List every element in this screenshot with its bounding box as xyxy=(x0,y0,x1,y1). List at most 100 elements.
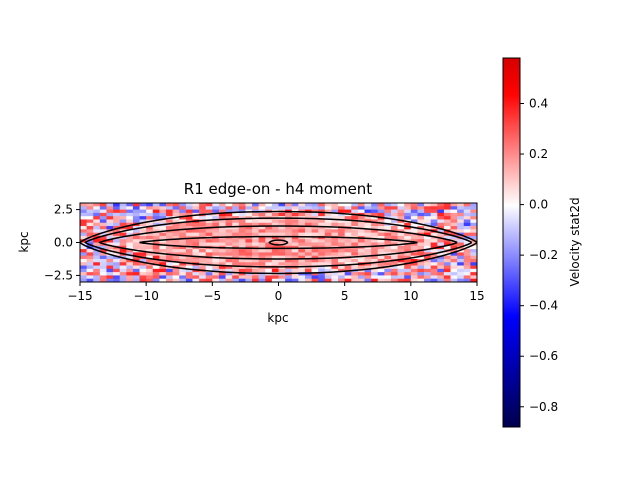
heatmap-cell xyxy=(318,265,326,270)
heatmap-cell xyxy=(298,239,306,243)
heatmap-cell xyxy=(437,249,445,253)
heatmap-cell xyxy=(192,275,200,280)
heatmap-cell xyxy=(377,239,385,243)
heatmap-cell xyxy=(311,275,319,280)
heatmap-cell xyxy=(172,232,180,237)
heatmap-cell xyxy=(344,258,352,263)
heatmap-cell xyxy=(331,249,339,253)
heatmap-cell xyxy=(126,258,134,263)
heatmap-cell xyxy=(258,219,266,224)
y-tick-label: 2.5 xyxy=(54,203,73,217)
heatmap-cell xyxy=(132,219,140,224)
heatmap-cell xyxy=(119,262,127,266)
heatmap-cell xyxy=(218,203,226,207)
heatmap-cell xyxy=(351,275,359,280)
heatmap-cell xyxy=(126,232,134,237)
heatmap-cell xyxy=(179,242,187,247)
heatmap-cell xyxy=(463,219,471,224)
heatmap-cell xyxy=(331,216,339,220)
heatmap-cell xyxy=(86,212,94,217)
heatmap-cell xyxy=(384,235,392,240)
heatmap-cell xyxy=(344,262,352,266)
heatmap-cell xyxy=(172,212,180,217)
heatmap-cell xyxy=(252,222,259,227)
heatmap-cell xyxy=(86,229,94,233)
heatmap-cell xyxy=(93,239,101,243)
heatmap-cell xyxy=(205,258,213,263)
heatmap-cell xyxy=(113,265,120,270)
heatmap-cell xyxy=(424,203,431,207)
heatmap-cell xyxy=(324,239,332,243)
heatmap-cell xyxy=(265,258,273,263)
heatmap-cell xyxy=(417,275,425,280)
heatmap-cell xyxy=(166,262,173,266)
heatmap-cell xyxy=(404,265,412,270)
heatmap-cell xyxy=(318,268,326,273)
heatmap-cell xyxy=(218,252,226,256)
heatmap-cell xyxy=(410,278,418,283)
heatmap-cell xyxy=(457,255,465,260)
heatmap-cell xyxy=(470,245,478,250)
heatmap-cell xyxy=(410,206,418,210)
heatmap-cell xyxy=(225,275,233,280)
heatmap-cell xyxy=(205,219,213,224)
heatmap-cell xyxy=(384,249,392,253)
heatmap-cell xyxy=(166,249,173,253)
heatmap-cell xyxy=(384,255,392,260)
heatmap-cell xyxy=(179,245,187,250)
heatmap-cell xyxy=(318,219,326,224)
heatmap-cell xyxy=(185,272,193,276)
heatmap-cell xyxy=(298,242,306,247)
heatmap-cell xyxy=(311,235,319,240)
heatmap-cell xyxy=(424,252,431,256)
heatmap-cell xyxy=(324,265,332,270)
heatmap-cell xyxy=(285,232,293,237)
heatmap-cell xyxy=(344,239,352,243)
heatmap-cell xyxy=(318,275,326,280)
heatmap-cell xyxy=(252,212,259,217)
heatmap-cell xyxy=(364,239,372,243)
heatmap-cell xyxy=(179,229,187,233)
heatmap-cell xyxy=(179,216,187,220)
heatmap-cell xyxy=(238,272,246,276)
heatmap-cell xyxy=(225,272,233,276)
heatmap-cell xyxy=(344,275,352,280)
heatmap-cell xyxy=(417,265,425,270)
heatmap-cell xyxy=(159,226,167,230)
heatmap-cell xyxy=(225,262,233,266)
heatmap-cell xyxy=(443,239,451,243)
heatmap-cell xyxy=(357,249,365,253)
heatmap-cell xyxy=(278,262,286,266)
heatmap-cell xyxy=(291,249,299,253)
heatmap-cell xyxy=(371,226,379,230)
heatmap-cell xyxy=(245,229,253,233)
heatmap-cell xyxy=(232,249,240,253)
heatmap-cell xyxy=(437,252,445,256)
heatmap-cell xyxy=(218,275,226,280)
heatmap-cell xyxy=(404,229,412,233)
x-tick-label: −15 xyxy=(67,289,92,303)
heatmap-cell xyxy=(218,239,226,243)
heatmap-cell xyxy=(404,272,412,276)
heatmap-cell xyxy=(304,226,312,230)
heatmap-cell xyxy=(364,242,372,247)
heatmap-cell xyxy=(285,226,293,230)
heatmap-cell xyxy=(457,229,465,233)
heatmap-cell xyxy=(271,262,279,266)
heatmap-cell xyxy=(232,219,240,224)
heatmap-cell xyxy=(443,222,451,227)
heatmap-cell xyxy=(99,235,107,240)
heatmap-cell xyxy=(344,242,352,247)
heatmap-cell xyxy=(278,235,286,240)
heatmap-cell xyxy=(179,252,187,256)
heatmap-cell xyxy=(113,216,120,220)
heatmap-cell xyxy=(430,216,438,220)
heatmap-cell xyxy=(199,232,207,237)
heatmap-cell xyxy=(232,272,240,276)
heatmap-cell xyxy=(424,245,431,250)
heatmap-cell xyxy=(232,268,240,273)
heatmap-cell xyxy=(331,206,339,210)
heatmap-cell xyxy=(298,232,306,237)
heatmap-cell xyxy=(417,278,425,283)
heatmap-cell xyxy=(126,206,134,210)
